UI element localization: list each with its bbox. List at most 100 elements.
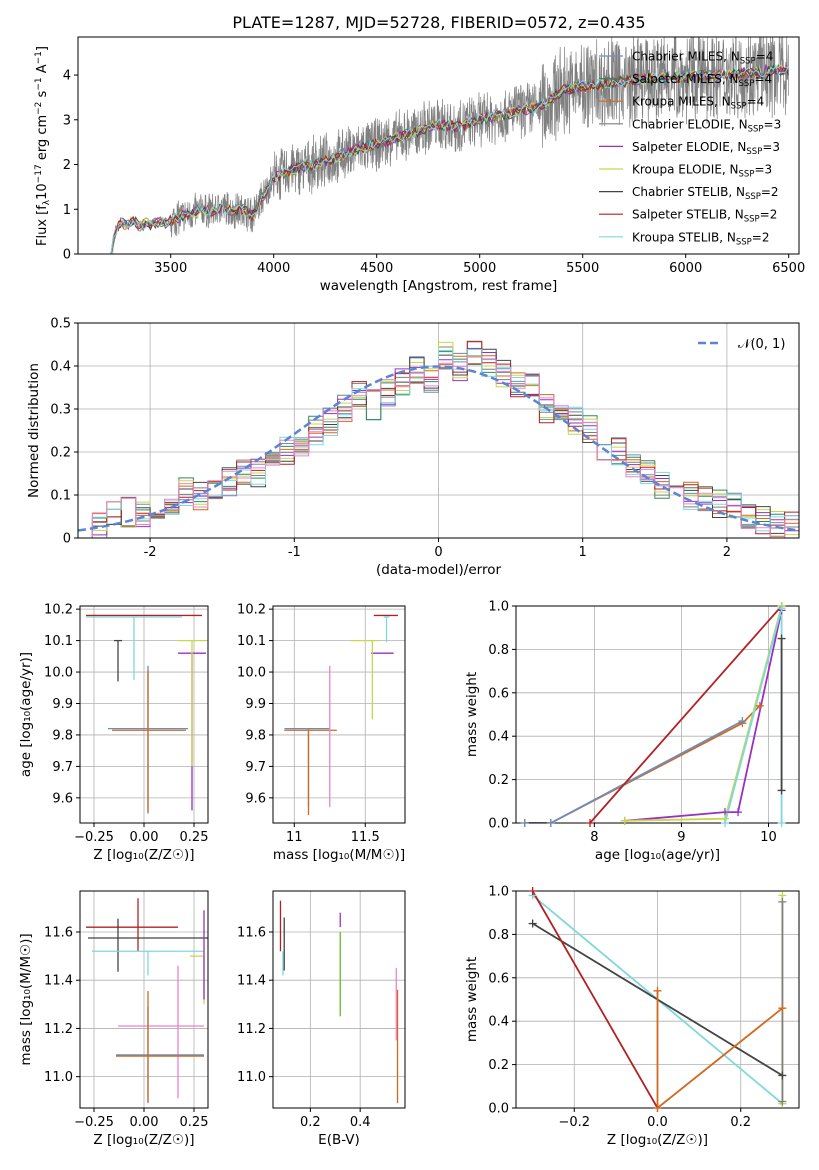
y-tick-label: 11.0	[237, 1070, 266, 1085]
legend-name: Kroupa MILES, N	[632, 95, 731, 109]
legend-sub: SSP	[744, 215, 760, 225]
legend-sub: SSP	[748, 124, 764, 134]
weight-marker	[620, 816, 629, 825]
legend-label: Kroupa STELIB, NSSP=2	[632, 230, 770, 247]
y-tick-label: 9.8	[52, 728, 73, 743]
y-tick-label: 0.2	[50, 446, 71, 461]
x-axis-label: Z [log₁₀(Z/Z☉)]	[607, 1132, 708, 1148]
legend-sub: SSP	[739, 170, 755, 180]
y-tick-label: 0.0	[488, 1102, 509, 1117]
y-tick-label: 0.8	[488, 643, 509, 658]
y-tick-label: 0	[63, 248, 71, 263]
plot-area	[279, 900, 399, 1104]
y-tick-label: 9.9	[52, 697, 73, 712]
x-tick-label: 4000	[257, 261, 290, 276]
legend-n: =2	[760, 208, 778, 222]
plot-area	[524, 606, 783, 823]
x-tick-label: 1	[579, 545, 587, 560]
weight-series-2	[531, 891, 659, 1108]
x-axis-label: Z [log₁₀(Z/Z☉)]	[93, 1132, 194, 1148]
weight-marker	[653, 986, 662, 995]
x-tick-label: 6000	[669, 261, 702, 276]
y-tick-label: 0.4	[488, 1015, 509, 1030]
axes-spectrum: 3500 4000 4500 5000 5500 6000 6500 0 1 2 3 4 wavelen…	[34, 36, 805, 294]
weight-marker	[778, 1071, 787, 1080]
y-tick-label: 9.6	[245, 791, 266, 806]
legend-label: Kroupa ELODIE, NSSP=3	[632, 163, 772, 180]
axes-age-vs-mass: 11 11.5 9.6 9.7 9.8 9.9 10.0 10.1 10.2 mass [log₁…	[237, 603, 406, 863]
weight-marker	[778, 1097, 787, 1106]
y-axis-label-part: −2	[34, 102, 44, 115]
axes-frame	[77, 36, 800, 255]
y-tick-label: 11.4	[44, 974, 73, 989]
x-tick-label: 2	[723, 545, 731, 560]
y-axis-label: mass weight	[464, 957, 480, 1042]
plot-area	[531, 891, 784, 1108]
axes-mass-vs-EBV: 0.2 0.4 11.0 11.2 11.4 11.6 E(B-V)	[237, 890, 406, 1148]
plot-area	[86, 898, 208, 1104]
y-axis-label: age [log₁₀(age/yr)]	[18, 652, 34, 777]
y-tick-label: 0.3	[50, 403, 71, 418]
x-axis-label: E(B-V)	[318, 1132, 360, 1148]
y-tick-label: 0.1	[50, 489, 71, 504]
x-axis-label: age [log₁₀(age/yr)]	[595, 847, 720, 863]
y-axis-label-part: Flux [f	[35, 205, 50, 246]
y-axis-label-part: s	[35, 90, 50, 101]
plot-area	[78, 340, 799, 538]
x-tick-label: 0.00	[130, 830, 159, 845]
y-tick-label: 0.8	[488, 928, 509, 943]
axes-mass-weight-vs-age: 8 9 10 0.0 0.2 0.4 0.6 0.8 1.0 age [log₁₀(age/yr)…	[464, 600, 800, 863]
y-axis-label-part: λ	[42, 199, 52, 205]
y-tick-label: 0	[63, 532, 71, 547]
y-axis-label: Flux [fλ10−17 erg cm−2 s−1 A−1]	[34, 46, 52, 246]
legend-n: =4	[754, 72, 772, 86]
legend-name: Chabrier MILES, N	[632, 50, 740, 64]
y-tick-label: 9.6	[52, 791, 73, 806]
y-axis-label-part: −17	[34, 164, 44, 183]
y-tick-label: 11.6	[237, 925, 266, 940]
x-tick-label: 8	[590, 830, 598, 845]
weight-marker	[778, 1004, 787, 1013]
y-axis-label-part: −1	[34, 77, 44, 90]
x-axis-label: Z [log₁₀(Z/Z☉)]	[93, 847, 194, 863]
weight-series-4	[624, 606, 783, 822]
x-tick-label: 10	[760, 830, 777, 845]
legend-label: 𝒩(0, 1)	[738, 337, 785, 352]
y-tick-label: 11.0	[44, 1070, 73, 1085]
y-tick-label: 11.6	[44, 925, 73, 940]
legend-name: Salpeter ELODIE, N	[632, 140, 746, 154]
legend-label: Chabrier ELODIE, NSSP=3	[632, 117, 781, 134]
y-tick-label: 11.2	[44, 1022, 73, 1037]
model-spectrum-8	[110, 64, 789, 254]
y-tick-label: 10.0	[237, 666, 266, 681]
x-tick-label: −0.25	[74, 830, 114, 845]
axes-frame	[515, 605, 800, 824]
legend-name: Kroupa STELIB, N	[632, 230, 736, 244]
y-tick-label: 9.7	[245, 760, 266, 775]
y-tick-label: 10.2	[237, 603, 266, 618]
legend-label: Chabrier STELIB, NSSP=2	[632, 185, 779, 202]
legend-label: Kroupa MILES, NSSP=4	[632, 95, 764, 112]
legend-sub: SSP	[746, 147, 762, 157]
x-tick-label: 0.25	[180, 830, 209, 845]
weight-marker	[520, 819, 529, 827]
x-tick-label: 5500	[566, 261, 599, 276]
legend-n: =4	[747, 95, 765, 109]
y-tick-label: 2	[63, 158, 71, 173]
weight-marker	[738, 717, 747, 726]
legend-label: Salpeter MILES, NSSP=4	[632, 72, 772, 89]
x-tick-label: 0.25	[180, 1115, 209, 1130]
plot-area	[86, 614, 206, 814]
y-axis-label-part: ]	[35, 46, 50, 51]
x-axis-label: mass [log₁₀(M/M☉)]	[273, 847, 405, 863]
y-tick-label: 0.2	[488, 773, 509, 788]
weight-marker	[528, 887, 537, 895]
axes-frame	[272, 605, 406, 824]
weight-marker	[653, 1104, 662, 1112]
axes-mass-weight-vs-Z: −0.2 0.0 0.2 0.0 0.2 0.4 0.6 0.8 1.0 Z [log₁₀(Z/Z…	[464, 885, 800, 1148]
axes-mass-vs-Z: −0.25 0.00 0.25 11.0 11.2 11.4 11.6 Z [log₁₀(Z/…	[18, 890, 209, 1148]
weight-marker	[720, 819, 729, 827]
y-tick-label: 0.5	[50, 317, 71, 332]
y-tick-label: 3	[63, 113, 71, 128]
